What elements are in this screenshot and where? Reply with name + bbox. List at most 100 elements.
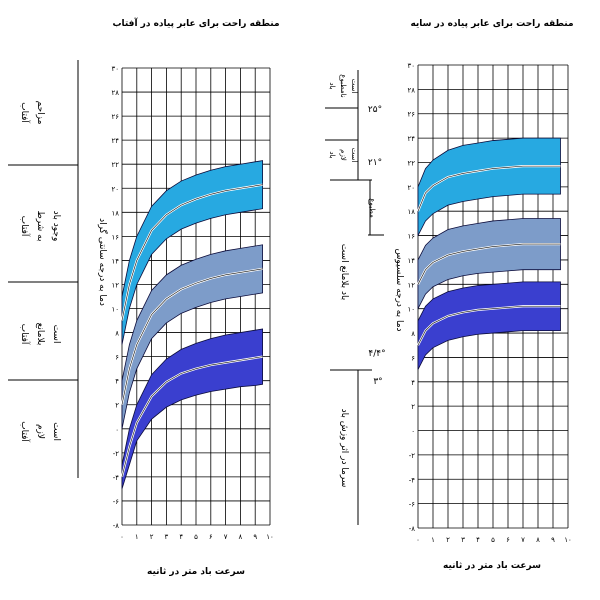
side-label-text: آفتاب [19,102,31,123]
comfort-band-1 [121,244,263,429]
y-axis-label: دما به درجه سلسیوس [394,248,404,331]
y-tick-label: ۱۶ [111,233,119,241]
side-label-text: بلامانع [35,323,45,346]
comfort-band-1 [417,218,561,309]
side-label-text: است [51,325,61,344]
chart-title: منطقه راحت برای عابر پیاده در سایه [410,19,573,29]
band-divider-edge [417,243,561,285]
y-tick-label: ۴ [411,379,415,387]
side-label-text: است [350,79,358,94]
y-tick-label: ۱۲ [407,281,415,289]
side-label-text: مطبوع [368,198,376,218]
side-label-text: آفتاب [19,324,31,345]
y-tick-label: ۲۲ [407,159,415,167]
side-label-text: نامطبوع [339,74,347,98]
chart-title: منطقه راحت برای عابر پیاده در آفتاب [112,17,279,29]
side-label-text: باد [328,151,336,158]
y-tick-label: ۶ [411,354,415,362]
x-tick-label: ۷ [521,536,525,544]
x-tick-label: ۲ [150,533,154,541]
x-tick-label: ۹ [253,533,257,541]
band-divider-edge [417,305,561,346]
x-tick-label: ۹ [551,536,555,544]
band-divider-edge [121,268,263,405]
x-axis-label: سرعت باد متر در ثانیه [147,567,245,577]
side-label-text: آفتاب [19,216,31,237]
y-tick-label: -۸ [409,525,416,533]
x-tick-label: ۳ [165,533,169,541]
chart-sun: منطقه راحت برای عابر پیاده در آفتاب -۸ -۶… [8,17,280,577]
y-tick-label: -۶ [409,501,416,509]
x-tick-label: ۰ [120,533,124,541]
y-tick-label: ۲۰ [111,185,119,193]
x-tick-label: ۱۰ [266,533,274,541]
y-tick-label: ۱۴ [111,257,119,265]
x-tick-label: ۲ [446,536,450,544]
side-label-text: به شرط [35,210,45,241]
y-tick-label: -۶ [113,498,120,506]
y-tick-label: ۶ [115,354,119,362]
chart-shade: منطقه راحت برای عابر پیاده در سایه -۸ -۶ -… [325,19,574,571]
y-axis-label: دما به درجه سانتی گراد [97,218,109,306]
y-tick-label: ۰ [411,428,415,436]
side-label-text: وجود باد [51,211,61,242]
y-tick-label: -۴ [409,476,416,484]
side-label-text: باد [328,82,336,89]
band-divider-edge [417,165,561,212]
side-label-value: ۳° [373,377,382,387]
y-tick-label: -۸ [113,522,120,530]
y-tick-label: ۰ [115,426,119,434]
band-divider-edge [121,184,263,321]
y-tick-label: ۱۲ [111,281,119,289]
side-label-text: سرما در اثر وزش باد [339,409,349,488]
side-label-value: ۴/۴° [368,349,385,359]
comfort-band-2 [121,328,263,490]
y-tick-label: ۴ [115,378,119,386]
x-tick-label: ۱ [431,536,435,544]
y-tick-label: ۳۰ [407,62,415,70]
y-tick-label: ۱۶ [407,233,415,241]
y-tick-label: ۱۸ [111,209,119,217]
band-divider-edge [121,356,263,477]
y-tick-label: ۲۶ [111,113,119,121]
comfort-band-0 [121,160,263,345]
y-tick-label: ۸ [115,330,119,338]
x-tick-label: ۸ [536,536,540,544]
y-tick-label: ۲۶ [407,111,415,119]
x-tick-label: ۷ [224,533,228,541]
comfort-band-0 [417,137,561,236]
y-tick-label: ۱۰ [407,306,415,314]
y-tick-label: -۴ [113,474,120,482]
y-tick-label: ۲۴ [111,137,119,145]
side-label-text: لازم [339,149,347,161]
y-tick-label: ۸ [411,330,415,338]
y-tick-label: -۲ [409,452,416,460]
y-tick-label: ۲۰ [407,184,415,192]
comfort-band-2 [417,281,561,370]
x-tick-label: ۳ [461,536,465,544]
x-tick-label: ۵ [194,533,198,541]
side-labels: آفتاب مزاحم آفتاب به شرط وجود باد آفتاب بلامان… [8,60,79,478]
y-tick-label: ۲۲ [111,161,119,169]
side-label-text: لازم [35,424,45,439]
x-axis-label: سرعت باد متر در ثانیه [443,561,541,571]
x-tick-label: ۵ [491,536,495,544]
y-tick-label: ۲ [411,403,415,411]
side-label-text: مزاحم [35,101,45,125]
side-label-text: است [51,422,61,441]
x-tick-label: ۶ [209,533,213,541]
side-label-text: باد بلامانع است [339,244,349,301]
x-tick-label: ۱ [135,533,139,541]
y-tick-label: ۳۰ [111,65,119,73]
side-label-value: ۲۱° [368,158,382,168]
y-tick-label: ۲ [115,402,119,410]
x-tick-label: ۶ [506,536,510,544]
y-tick-label: ۲۴ [407,135,415,143]
x-tick-label: ۰ [416,536,420,544]
x-tick-label: ۴ [179,533,183,541]
y-tick-label: ۲۸ [111,89,119,97]
